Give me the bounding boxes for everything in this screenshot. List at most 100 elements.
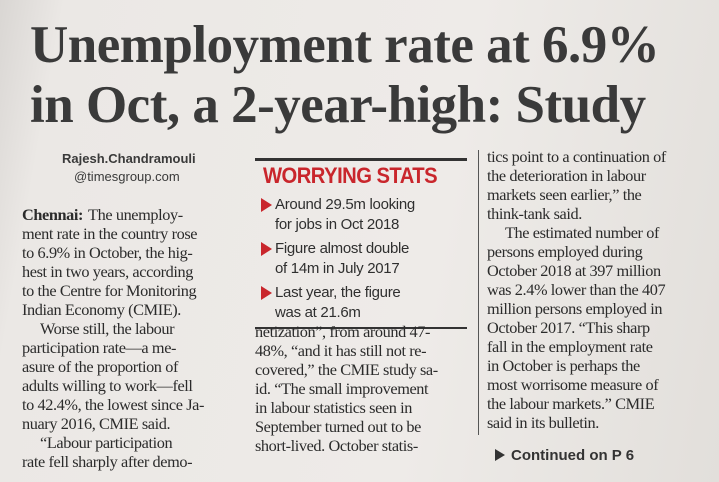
line-text: Worse still, the labour xyxy=(40,319,175,338)
text-line: October 2018 at 397 million xyxy=(487,261,712,280)
line-text: covered,” the CMIE study sa- xyxy=(255,360,438,379)
text-line: hest in two years, according xyxy=(22,262,244,281)
text-line: to the Centre for Monitoring xyxy=(22,281,244,300)
stat-item: Last year, the figure was at 21.6m xyxy=(261,283,401,323)
text-line: fall in the employment rate xyxy=(487,337,712,356)
text-line: netization”, from around 47- xyxy=(255,322,470,341)
text-line: covered,” the CMIE study sa- xyxy=(255,360,470,379)
stat-line: of 14m in July 2017 xyxy=(275,260,400,277)
line-text: asure of the proportion of xyxy=(22,357,178,376)
stats-title: WORRYING STATS xyxy=(263,163,438,188)
text-line: was 2.4% lower than the 407 xyxy=(487,280,712,299)
byline-name: Rajesh.Chandramouli xyxy=(62,151,196,166)
text-line: October 2017. “This sharp xyxy=(487,318,712,337)
line-text: the labour markets.” CMIE xyxy=(487,394,655,413)
line-text: tics point to a continuation of xyxy=(487,147,666,166)
line-text: Indian Economy (CMIE). xyxy=(22,300,181,319)
line-text: persons employed during xyxy=(487,242,643,261)
stat-line: Last year, the figure xyxy=(275,284,401,301)
text-line: million persons employed in xyxy=(487,299,712,318)
text-line: 48%, “and it has still not re- xyxy=(255,341,470,360)
text-line: persons employed during xyxy=(487,242,712,261)
line-text: million persons employed in xyxy=(487,299,663,318)
line-text: October 2017. “This sharp xyxy=(487,318,650,337)
line-text: short-lived. October statis- xyxy=(255,436,418,455)
line-text: adults willing to work—fell xyxy=(22,376,193,395)
bullet-icon xyxy=(261,242,272,256)
line-text: was 2.4% lower than the 407 xyxy=(487,280,666,299)
stat-line: was at 21.6m xyxy=(275,304,361,321)
text-line: think-tank said. xyxy=(487,204,712,223)
byline-handle: @timesgroup.com xyxy=(74,169,180,184)
stat-line: Around 29.5m looking xyxy=(275,196,415,213)
line-text: in October is perhaps the xyxy=(487,356,640,375)
column: netization”, from around 47- 48%, “and it… xyxy=(255,322,470,455)
text-line: Indian Economy (CMIE). xyxy=(22,300,244,319)
line-text: said in its bulletin. xyxy=(487,413,599,432)
stats-box: WORRYING STATS Around 29.5m looking for j… xyxy=(255,158,467,329)
text-line: to 42.4%, the lowest since Ja- xyxy=(22,395,244,414)
text-line: asure of the proportion of xyxy=(22,357,244,376)
line-text: 48%, “and it has still not re- xyxy=(255,341,427,360)
text-line: adults willing to work—fell xyxy=(22,376,244,395)
text-line: The estimated number of xyxy=(487,223,712,242)
line-text: netization”, from around 47- xyxy=(255,322,431,341)
text-line: Chennai: The unemploy- xyxy=(22,205,244,224)
line-text: to 6.9% in October, the hig- xyxy=(22,243,193,262)
text-line: rate fell sharply after demo- xyxy=(22,452,244,471)
line-text: The unemploy- xyxy=(88,205,183,224)
text-line: in labour statistics seen in xyxy=(255,398,470,417)
text-line: id. “The small improvement xyxy=(255,379,470,398)
line-text: to 42.4%, the lowest since Ja- xyxy=(22,395,204,414)
text-line: markets seen earlier,” the xyxy=(487,185,712,204)
text-line: to 6.9% in October, the hig- xyxy=(22,243,244,262)
line-text: the deterioration in labour xyxy=(487,166,646,185)
text-line: short-lived. October statis- xyxy=(255,436,470,455)
text-line: said in its bulletin. xyxy=(487,413,712,432)
line-text: think-tank said. xyxy=(487,204,582,223)
bullet-icon xyxy=(261,286,272,300)
continued-note: Continued on P 6 xyxy=(495,447,634,464)
text-line: nuary 2016, CMIE said. xyxy=(22,414,244,433)
text-line: “Labour participation xyxy=(22,433,244,452)
line-text: to the Centre for Monitoring xyxy=(22,281,197,300)
stat-item: Around 29.5m looking for jobs in Oct 2018 xyxy=(261,195,415,235)
stat-line: for jobs in Oct 2018 xyxy=(275,216,400,233)
column: Chennai: The unemploy-ment rate in the co… xyxy=(22,205,244,471)
line-text: most worrisome measure of xyxy=(487,375,659,394)
dateline: Chennai: xyxy=(22,205,84,224)
line-text: “Labour participation xyxy=(40,433,173,452)
line-text: The estimated number of xyxy=(505,223,660,242)
line-text: id. “The small improvement xyxy=(255,379,429,398)
text-line: Worse still, the labour xyxy=(22,319,244,338)
headline-line: in Oct, a 2-year-high: Study xyxy=(30,76,646,134)
text-line: tics point to a continuation of xyxy=(487,147,712,166)
text-line: ment rate in the country rose xyxy=(22,224,244,243)
stat-line: Figure almost double xyxy=(275,240,410,257)
column-rule xyxy=(478,150,479,435)
text-line: September turned out to be xyxy=(255,417,470,436)
headline-line: Unemployment rate at 6.9% xyxy=(30,16,660,74)
text-line: most worrisome measure of xyxy=(487,375,712,394)
line-text: fall in the employment rate xyxy=(487,337,653,356)
column: tics point to a continuation of the deter… xyxy=(487,147,712,432)
line-text: ment rate in the country rose xyxy=(22,224,198,243)
line-text: markets seen earlier,” the xyxy=(487,185,642,204)
stat-item: Figure almost double of 14m in July 2017 xyxy=(261,239,409,279)
line-text: September turned out to be xyxy=(255,417,421,436)
continued-text: Continued on P 6 xyxy=(511,447,635,464)
line-text: nuary 2016, CMIE said. xyxy=(22,414,171,433)
text-line: in October is perhaps the xyxy=(487,356,712,375)
line-text: October 2018 at 397 million xyxy=(487,261,661,280)
text-line: the deterioration in labour xyxy=(487,166,712,185)
line-text: rate fell sharply after demo- xyxy=(22,452,193,471)
line-text: participation rate—a me- xyxy=(22,338,177,357)
text-line: the labour markets.” CMIE xyxy=(487,394,712,413)
line-text: in labour statistics seen in xyxy=(255,398,413,417)
bullet-icon xyxy=(261,198,272,212)
arrow-icon xyxy=(495,449,505,461)
text-line: participation rate—a me- xyxy=(22,338,244,357)
line-text: hest in two years, according xyxy=(22,262,194,281)
